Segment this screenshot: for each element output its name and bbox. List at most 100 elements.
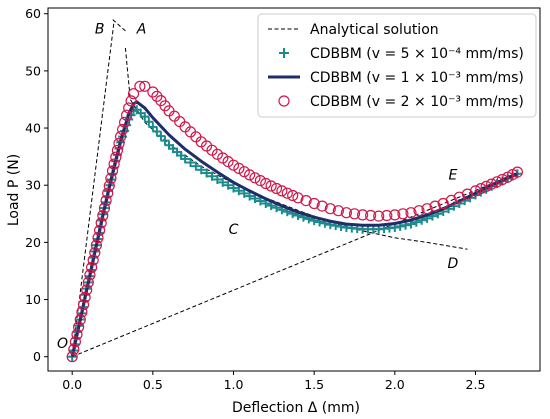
series-3-marker: [71, 328, 83, 340]
series-1-marker: [148, 122, 158, 132]
series-3-marker: [118, 116, 131, 128]
series-1-marker: [144, 117, 154, 127]
series-3-marker: [373, 210, 385, 222]
series-3-marker: [82, 276, 94, 288]
series-1-marker: [156, 131, 166, 141]
series-3-marker: [249, 172, 261, 184]
annotation-label: O: [57, 336, 68, 352]
series-3-marker: [108, 158, 120, 170]
x-tick-label: 1.0: [224, 377, 244, 392]
series-3-marker: [316, 200, 328, 212]
series-1-marker: [255, 196, 265, 206]
series-3-marker: [421, 203, 433, 215]
series-3-marker: [76, 306, 88, 318]
analytical-line: [112, 19, 126, 32]
annotations-layer: O B A C E D: [57, 22, 458, 352]
series-3-marker: [480, 180, 492, 192]
series-1-marker: [223, 180, 233, 190]
legend-entry-label: CDBBM (v = 5 × 10⁻⁴ mm/ms): [310, 46, 524, 62]
series-3-marker: [340, 207, 352, 219]
x-tick-label: 2.0: [385, 377, 405, 392]
series-3-marker: [68, 343, 80, 355]
series-3-marker: [260, 177, 272, 190]
y-tick-label: 20: [25, 235, 41, 250]
series-3-marker: [151, 90, 163, 102]
series-3-marker: [113, 137, 125, 150]
series-3-marker: [437, 197, 449, 210]
series-3-marker: [111, 144, 124, 156]
series-3-marker: [66, 351, 78, 363]
series-3-marker: [98, 202, 111, 214]
series-3-marker: [348, 208, 361, 220]
series-3-marker: [270, 182, 283, 195]
series-3-marker: [308, 197, 320, 210]
series-1-marker: [218, 177, 228, 187]
y-tick-label: 10: [25, 292, 41, 307]
analytical-line: [71, 21, 115, 357]
annotation-label: A: [136, 22, 147, 38]
series-3-marker: [79, 291, 91, 303]
y-tick-label: 50: [25, 63, 41, 78]
series-1-marker: [191, 161, 201, 171]
series-3-marker: [445, 194, 457, 206]
y-tick-label: 40: [25, 121, 41, 136]
series-3-marker: [397, 208, 409, 220]
series-3-marker: [127, 88, 140, 100]
x-tick-label: 2.5: [466, 377, 486, 392]
series-3-marker: [429, 200, 441, 212]
series-3-marker: [287, 189, 299, 202]
series-3-marker: [87, 254, 99, 266]
series-3-marker: [105, 172, 117, 184]
series-1-marker: [212, 174, 222, 184]
series-3-marker: [95, 217, 107, 229]
series-3-marker: [116, 123, 129, 136]
x-axis-label: Deflection Δ (mm): [232, 400, 360, 416]
y-tick-label: 0: [33, 349, 41, 364]
series-1-marker: [180, 154, 190, 164]
series-3-marker: [93, 224, 106, 236]
series-layer: [66, 19, 524, 363]
analytical-line: [72, 173, 516, 358]
series-1-marker: [196, 165, 206, 175]
series-3-marker: [84, 269, 96, 281]
series-1-marker: [239, 188, 249, 198]
series-1-marker: [202, 168, 212, 178]
series-3-marker: [92, 232, 104, 244]
annotation-label: C: [229, 222, 239, 238]
series-3-marker: [486, 178, 498, 190]
series-3-marker: [300, 195, 312, 207]
series-3-marker: [106, 165, 119, 177]
series-3-marker: [357, 209, 369, 221]
legend-swatch-circle: [278, 95, 290, 107]
series-3-marker: [405, 207, 417, 219]
series-3-marker: [120, 109, 133, 121]
series-3-marker: [123, 102, 135, 114]
series-3-marker: [365, 209, 377, 222]
x-tick-label: 0.5: [143, 377, 163, 392]
series-3-marker: [292, 192, 304, 204]
y-axis-label: Load P (N): [6, 154, 22, 226]
series-3-marker: [103, 180, 115, 192]
series-3-marker: [89, 247, 101, 259]
series-3-marker: [114, 131, 127, 143]
series-3-marker: [227, 159, 240, 171]
series-3-marker: [72, 321, 85, 333]
series-3-marker: [85, 261, 98, 274]
series-3-marker: [74, 314, 86, 326]
series-1-marker: [152, 126, 162, 136]
series-1-marker: [185, 158, 195, 168]
annotation-label: D: [448, 256, 459, 272]
series-3-marker: [413, 205, 425, 217]
y-tick-label: 60: [25, 6, 41, 21]
series-3-marker: [496, 173, 508, 186]
series-3-marker: [174, 115, 186, 128]
series-3-marker: [110, 151, 122, 163]
series-3-marker: [389, 209, 401, 221]
legend-box: [257, 13, 537, 118]
series-1-marker: [140, 112, 150, 122]
series-3-marker: [511, 166, 524, 178]
series-3-marker: [381, 209, 393, 222]
series-3-marker: [134, 80, 146, 92]
annotation-label: E: [448, 167, 457, 183]
